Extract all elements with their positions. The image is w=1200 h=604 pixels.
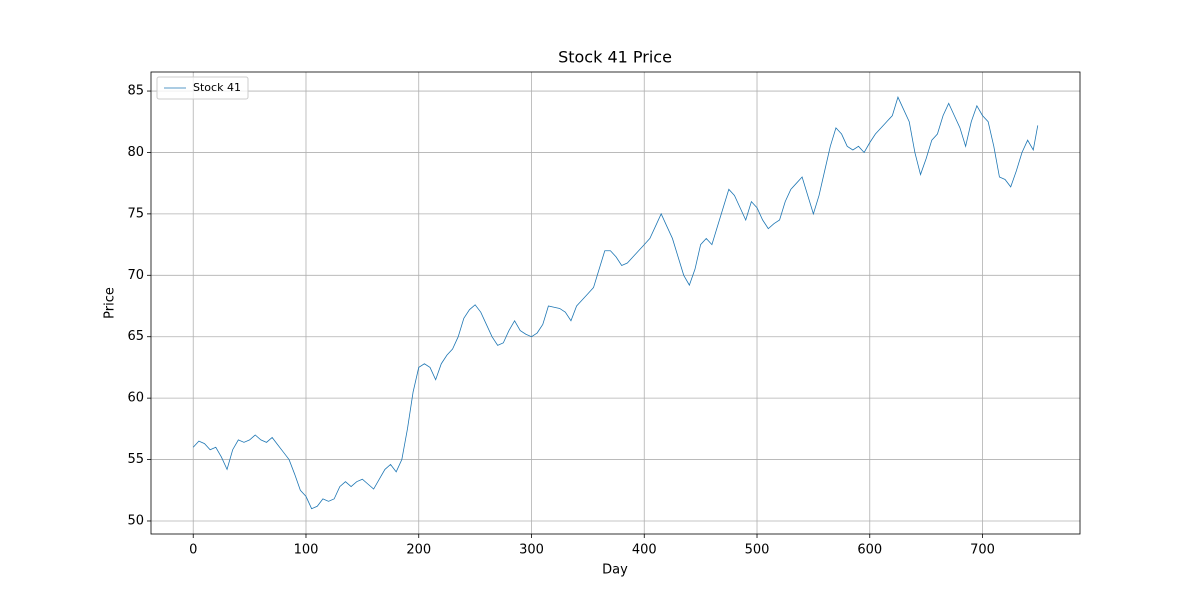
x-tick-label: 200: [406, 543, 431, 558]
x-tick-label: 700: [970, 543, 995, 558]
y-tick-label: 60: [127, 391, 144, 406]
y-tick-label: 50: [127, 513, 144, 528]
y-tick-label: 55: [127, 452, 144, 467]
legend-label: Stock 41: [193, 81, 241, 94]
y-tick-label: 65: [127, 329, 144, 344]
y-tick-label: 70: [127, 268, 144, 283]
x-tick-label: 600: [857, 543, 882, 558]
x-tick-label: 500: [745, 543, 770, 558]
y-tick-label: 80: [127, 145, 144, 160]
y-axis-label: Price: [103, 287, 118, 319]
x-tick-label: 300: [519, 543, 544, 558]
legend-box: [156, 76, 249, 100]
x-tick-label: 0: [189, 543, 197, 558]
chart-title: Stock 41 Price: [558, 48, 672, 67]
y-tick-label: 75: [127, 206, 144, 221]
axes-frame: [150, 71, 1081, 535]
x-tick-label: 100: [294, 543, 319, 558]
x-tick-label: 400: [632, 543, 657, 558]
y-tick-label: 85: [127, 84, 144, 99]
data-line: [192, 96, 1039, 510]
x-axis-label: Day: [602, 563, 628, 578]
